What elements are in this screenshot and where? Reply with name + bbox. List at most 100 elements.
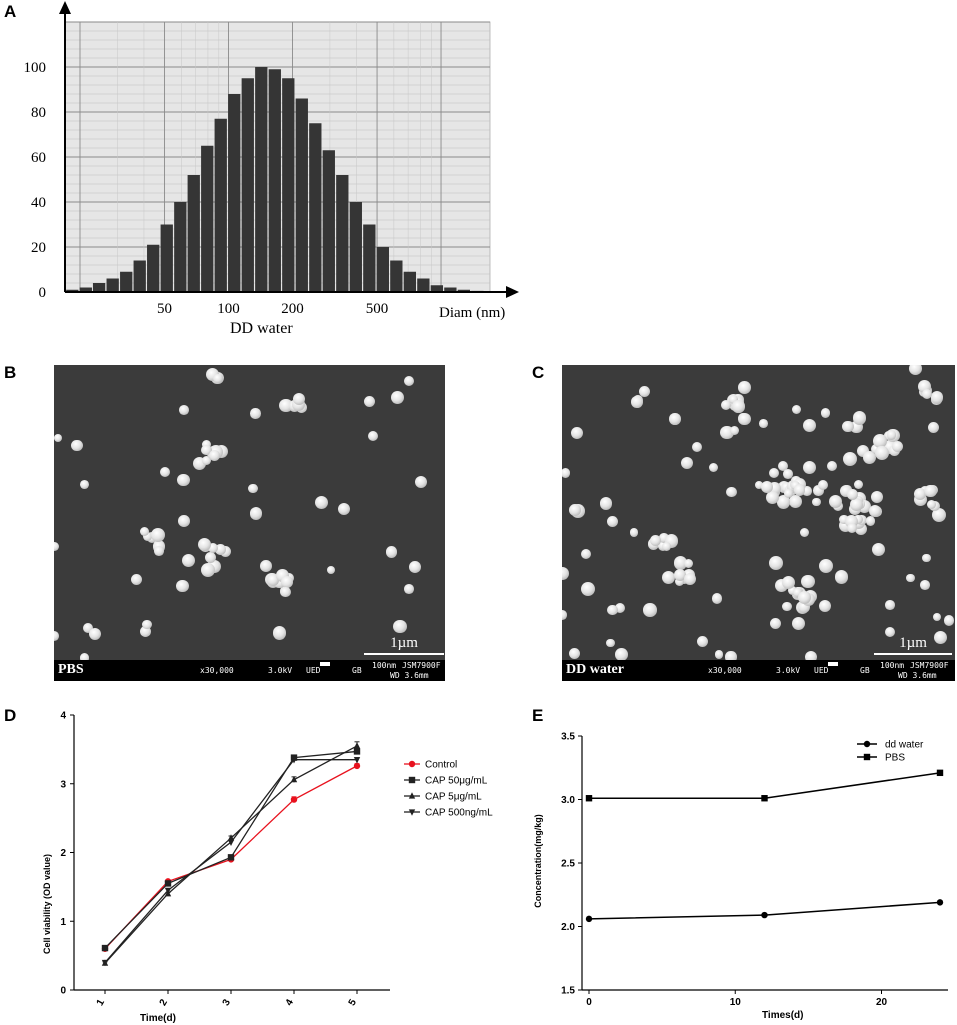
a-y-tick-label: 100 (24, 60, 47, 76)
panel-letter-c: C (532, 363, 545, 382)
nanoparticle (852, 411, 867, 425)
nanoparticle (875, 446, 890, 461)
sem-detector: UED (814, 666, 829, 675)
sem-marker-bar (320, 662, 330, 666)
d-data-point (164, 880, 172, 887)
nanoparticle (562, 468, 571, 478)
nanoparticle (920, 580, 930, 591)
sem-wd: WD 3.6mm (898, 671, 937, 680)
a-bar (430, 285, 444, 292)
d-y-axis-label: Cell viability (OD value) (42, 854, 52, 954)
nanoparticle (614, 602, 626, 614)
nanoparticle (142, 619, 152, 630)
nanoparticle (804, 650, 817, 663)
d-x-tick-label: 5 (347, 997, 360, 1008)
nanoparticle (280, 586, 291, 598)
nanoparticle (792, 404, 802, 414)
nanoparticle (782, 469, 793, 480)
nanoparticle (599, 497, 613, 510)
sem-image-dd-water: DD water x30,000 3.0kV UED GB 100nm JSM7… (562, 365, 955, 681)
nanoparticle (205, 551, 217, 563)
nanoparticle (215, 543, 227, 555)
nanoparticle (661, 570, 675, 585)
sem-marker-label: 100nm (880, 661, 905, 670)
sem-voltage: 3.0kV (776, 666, 801, 675)
a-bar (79, 287, 92, 292)
nanoparticle (88, 628, 102, 641)
d-data-point (227, 854, 235, 861)
e-series-line (589, 772, 941, 799)
nanoparticle (847, 523, 858, 534)
nanoparticle (292, 393, 305, 406)
sem-info-bar: DD water x30,000 3.0kV UED GB 100nm JSM7… (562, 660, 955, 681)
nanoparticle (863, 450, 877, 464)
nanoparticle (631, 396, 643, 408)
nanoparticle (921, 388, 932, 400)
nanoparticle (783, 488, 794, 498)
nanoparticle (326, 566, 335, 575)
nanoparticle (179, 404, 189, 415)
d-data-point (290, 796, 298, 803)
sem-voltage: 3.0kV (268, 666, 293, 675)
e-x-tick-label: 20 (876, 997, 888, 1008)
nanoparticle (782, 602, 792, 612)
nanoparticle (615, 648, 628, 661)
a-bar (66, 289, 79, 292)
sem-detector: UED (306, 666, 321, 675)
nanoparticle (768, 467, 779, 478)
nanoparticle (364, 395, 376, 407)
nanoparticle (791, 616, 806, 631)
nanoparticle (905, 573, 915, 583)
nanoparticle (871, 543, 885, 557)
nanoparticle (802, 486, 812, 497)
nanoparticle (669, 413, 681, 425)
nanoparticle (650, 534, 662, 546)
e-y-axis-label: Concentration(mg/kg) (533, 814, 543, 908)
nanoparticle (249, 507, 262, 520)
d-y-tick-label: 4 (60, 711, 66, 722)
nanoparticle (715, 650, 724, 659)
nanoparticle (260, 560, 273, 573)
scale-bar-b: 1µm (364, 635, 444, 655)
nanoparticle (839, 514, 849, 525)
nanoparticle (813, 485, 824, 496)
nanoparticle (250, 408, 261, 419)
nanoparticle (769, 556, 784, 570)
nanoparticle (606, 515, 618, 527)
nanoparticle (799, 527, 810, 538)
e-y-tick-label: 2.5 (561, 859, 575, 870)
sem-instrument: JSM7900F (910, 661, 949, 670)
nanoparticle (766, 490, 780, 504)
nanoparticle (639, 386, 651, 398)
nanoparticle (924, 485, 937, 498)
d-data-point (101, 944, 109, 952)
nanoparticle (280, 575, 293, 588)
d-y-tick-label: 0 (60, 986, 66, 997)
e-axes: 1.5 2.0 2.5 3.0 3.5 0 10 20 (561, 732, 948, 1008)
nanoparticle (732, 400, 745, 413)
a-bar (106, 278, 119, 292)
nanoparticle (792, 587, 803, 598)
nanoparticle (79, 480, 89, 490)
d-data-point (353, 762, 361, 770)
d-legend-marker (408, 776, 416, 784)
d-legend-marker (408, 792, 416, 799)
nanoparticle (788, 586, 798, 596)
nanoparticle (759, 418, 769, 428)
a-bar (295, 98, 308, 292)
a-y-tick-label: 20 (31, 240, 46, 256)
nanoparticle (390, 391, 404, 405)
a-bars (66, 67, 484, 292)
nanoparticle (726, 486, 737, 498)
nanoparticle (176, 473, 190, 487)
nanoparticle (267, 574, 279, 586)
e-legend-marker (863, 753, 871, 761)
nanoparticle (368, 431, 379, 442)
nanoparticle (197, 537, 212, 552)
a-bar (376, 247, 389, 292)
nanoparticle (914, 488, 927, 501)
a-bar (201, 145, 214, 292)
e-data-point (761, 911, 768, 919)
nanoparticle (696, 635, 708, 647)
nanoparticle (812, 497, 821, 507)
